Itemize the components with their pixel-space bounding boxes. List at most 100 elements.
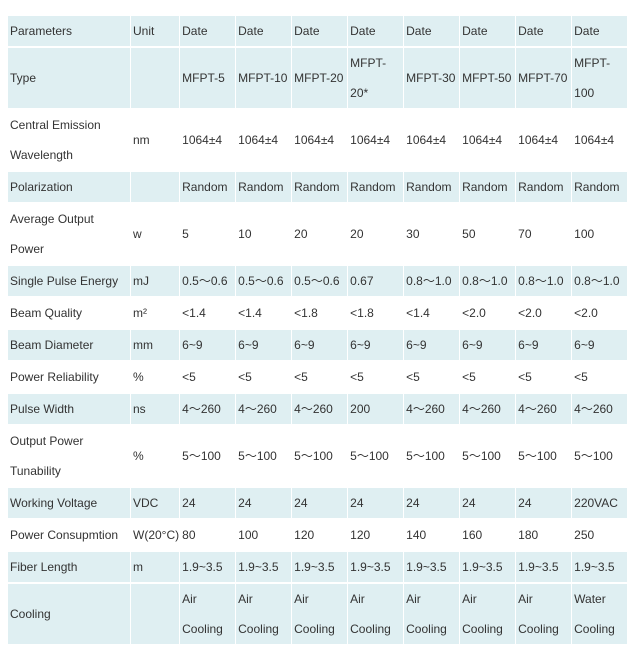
row-value: 6~9 (516, 330, 572, 360)
row-value: Air Cooling (404, 584, 460, 644)
row-value: 5 (180, 204, 236, 264)
row-value: <5 (404, 362, 460, 392)
row-value: MFPT-50 (460, 48, 516, 108)
row-value: 4～260 (404, 394, 460, 424)
row-param: Pulse Width (8, 394, 130, 424)
row-unit: w (131, 204, 180, 264)
row-value: 24 (292, 488, 348, 518)
row-param: Average Output Power (8, 204, 130, 264)
row-value: 6~9 (236, 330, 292, 360)
row-value: MFPT-5 (180, 48, 236, 108)
row-value: 6~9 (180, 330, 236, 360)
row-value: MFPT-30 (404, 48, 460, 108)
row-value: 0.8～1.0 (460, 266, 516, 296)
row-value: 4～260 (292, 394, 348, 424)
row-value: Air Cooling (460, 584, 516, 644)
row-unit: ns (131, 394, 180, 424)
row-value: 4～260 (180, 394, 236, 424)
header-unit: Unit (131, 16, 180, 46)
row-value: 5～100 (236, 426, 292, 486)
row-value: 1.9~3.5 (572, 552, 628, 582)
row-value: 0.8～1.0 (404, 266, 460, 296)
row-value: 6~9 (460, 330, 516, 360)
row-value: 6~9 (404, 330, 460, 360)
row-fiber-length: Fiber Length m 1.9~3.5 1.9~3.5 1.9~3.5 1… (8, 552, 628, 582)
row-value: 4～260 (460, 394, 516, 424)
row-value: <1.4 (180, 298, 236, 328)
row-value: 50 (460, 204, 516, 264)
row-value: 220VAC (572, 488, 628, 518)
header-row: Parameters Unit Date Date Date Date Date… (8, 16, 628, 46)
row-value: MFPT-20 (292, 48, 348, 108)
row-param: Beam Diameter (8, 330, 130, 360)
header-col: Date (404, 16, 460, 46)
row-value: MFPT-70 (516, 48, 572, 108)
row-value: 70 (516, 204, 572, 264)
row-unit: % (131, 362, 180, 392)
row-value: 1064±4 (292, 110, 348, 170)
row-value: 100 (236, 520, 292, 550)
row-value: Random (404, 172, 460, 202)
row-pulse-width: Pulse Width ns 4～260 4～260 4～260 200 4～2… (8, 394, 628, 424)
row-unit (131, 48, 180, 108)
row-value: <1.8 (292, 298, 348, 328)
row-param: Type (8, 48, 130, 108)
row-value: Random (516, 172, 572, 202)
row-value: 4～260 (516, 394, 572, 424)
row-param: Output Power Tunability (8, 426, 130, 486)
row-param: Fiber Length (8, 552, 130, 582)
row-value: Water Cooling (572, 584, 628, 644)
row-value: 1.9~3.5 (236, 552, 292, 582)
row-value: <2.0 (460, 298, 516, 328)
row-unit: % (131, 426, 180, 486)
row-value: Air Cooling (236, 584, 292, 644)
row-value: <1.8 (348, 298, 404, 328)
header-col: Date (180, 16, 236, 46)
row-value: 5～100 (516, 426, 572, 486)
row-value: <5 (180, 362, 236, 392)
row-value: 6~9 (572, 330, 628, 360)
header-col: Date (572, 16, 628, 46)
row-value: <5 (348, 362, 404, 392)
row-working-voltage: Working Voltage VDC 24 24 24 24 24 24 24… (8, 488, 628, 518)
row-value: 250 (572, 520, 628, 550)
row-power-consumption: Power Consupmtion W(20°C) 80 100 120 120… (8, 520, 628, 550)
row-value: 120 (348, 520, 404, 550)
row-param: Single Pulse Energy (8, 266, 130, 296)
row-value: Random (180, 172, 236, 202)
row-value: 24 (236, 488, 292, 518)
row-value: 24 (348, 488, 404, 518)
row-value: 5～100 (572, 426, 628, 486)
row-value: 1.9~3.5 (348, 552, 404, 582)
row-value: 1064±4 (180, 110, 236, 170)
row-value: 1064±4 (516, 110, 572, 170)
row-value: 24 (180, 488, 236, 518)
row-output-power-tunability: Output Power Tunability % 5～100 5～100 5～… (8, 426, 628, 486)
row-value: <5 (292, 362, 348, 392)
row-param: Working Voltage (8, 488, 130, 518)
row-value: 1064±4 (404, 110, 460, 170)
row-unit: nm (131, 110, 180, 170)
row-value: Air Cooling (292, 584, 348, 644)
row-value: 20 (348, 204, 404, 264)
header-col: Date (348, 16, 404, 46)
row-value: 24 (460, 488, 516, 518)
row-value: 0.5～0.6 (236, 266, 292, 296)
row-value: 200 (348, 394, 404, 424)
row-value: MFPT-20* (348, 48, 404, 108)
row-average-output-power: Average Output Power w 5 10 20 20 30 50 … (8, 204, 628, 264)
header-param: Parameters (8, 16, 130, 46)
row-value: 5～100 (404, 426, 460, 486)
row-value: 1064±4 (460, 110, 516, 170)
row-value: <1.4 (404, 298, 460, 328)
row-value: 0.5～0.6 (180, 266, 236, 296)
row-unit: m² (131, 298, 180, 328)
row-value: 5～100 (348, 426, 404, 486)
row-value: 80 (180, 520, 236, 550)
row-unit (131, 584, 180, 644)
row-value: 4～260 (572, 394, 628, 424)
row-value: Random (572, 172, 628, 202)
header-col: Date (292, 16, 348, 46)
row-value: <1.4 (236, 298, 292, 328)
row-value: 5～100 (180, 426, 236, 486)
